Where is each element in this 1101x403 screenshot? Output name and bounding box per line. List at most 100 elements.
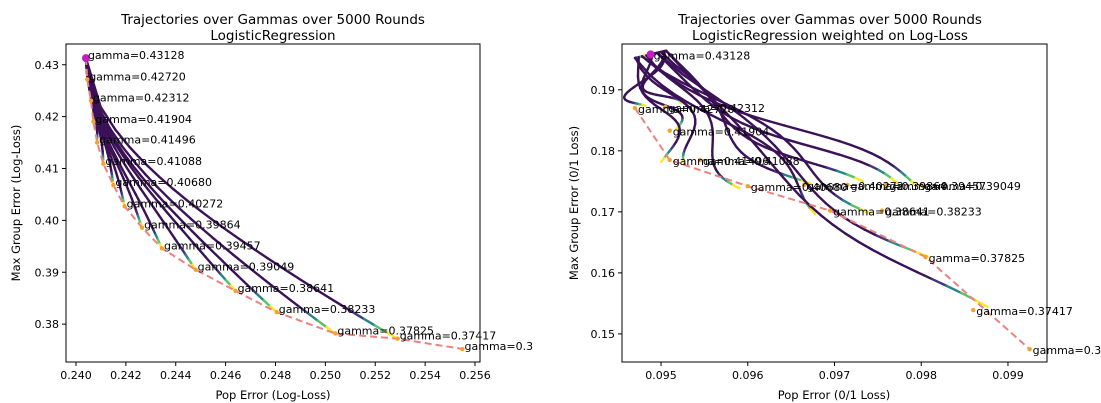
gamma-label: gamma=0.42720 — [89, 70, 186, 83]
gamma-label: gamma=0.39457 — [890, 180, 987, 193]
chart-right-frame — [621, 43, 1048, 363]
x-tick-label: 0.254 — [409, 369, 441, 382]
x-tick-label: 0.095 — [645, 369, 677, 382]
x-tick-label: 0.244 — [160, 369, 192, 382]
gamma-label: gamma=0.39049 — [198, 261, 295, 274]
gamma-label: gamma=0.39049 — [924, 180, 1021, 193]
endpoint-marker — [919, 182, 924, 188]
gamma-label: gamma=0.42720 — [638, 103, 735, 116]
gamma-label: gamma=0.42312 — [93, 92, 190, 105]
y-tick-label: 0.38 — [35, 318, 60, 331]
gamma-label: gamma=0.37417 — [976, 305, 1073, 318]
start-point — [81, 54, 90, 63]
endpoint-marker — [122, 204, 127, 209]
chart-left-annotations: gamma=0.43128 gamma=0.42720 gamma=0.42312 g… — [88, 49, 533, 353]
chart-right-ticks: 0.095 0.096 0.097 0.098 0.099 0.15 0.16 0.17 0.1… — [591, 84, 1024, 382]
endpoint-marker — [395, 336, 400, 341]
gamma-label: gamma=0.3 — [1033, 344, 1101, 357]
gamma-label: gamma=0.40680 — [751, 181, 848, 194]
trajectory — [641, 55, 872, 215]
gamma-label: gamma=0.37825 — [929, 252, 1026, 265]
endpoint-marker — [745, 184, 750, 189]
endpoint-marker — [274, 309, 279, 315]
chart-left-ylabel: Max Group Error (Log-Loss) — [9, 125, 23, 282]
x-tick-label: 0.246 — [210, 369, 242, 382]
y-tick-label: 0.43 — [35, 59, 60, 72]
endpoint-marker — [88, 98, 94, 103]
endpoint-marker — [91, 119, 96, 125]
endpoint-marker — [827, 208, 833, 213]
gamma-label: gamma=0.43128 — [654, 49, 751, 62]
endpoint-marker — [159, 246, 165, 251]
x-tick-label: 0.252 — [360, 369, 392, 382]
endpoint-marker — [801, 182, 807, 188]
gamma-label: gamma=0.40680 — [115, 176, 212, 189]
y-tick-label: 0.40 — [35, 214, 60, 227]
chart-right-title: Trajectories over Gammas over 5000 Round… — [677, 12, 982, 28]
x-tick-label: 0.250 — [310, 369, 342, 382]
chart-left-ticks: 0.240 0.242 0.244 0.246 0.248 0.250 0.252 0.254… — [35, 59, 491, 382]
chart-left-frame — [65, 43, 481, 363]
chart-left-title: Trajectories over Gammas over 5000 Round… — [120, 12, 425, 28]
endpoint-marker — [923, 254, 928, 260]
x-tick-label: 0.248 — [260, 369, 292, 382]
y-tick-label: 0.19 — [591, 84, 616, 97]
gamma-label: gamma=0.38641 — [833, 206, 930, 219]
gamma-label: gamma=0.39864 — [144, 219, 241, 232]
endpoint-marker — [111, 182, 116, 188]
gamma-label: gamma=0.40272 — [807, 180, 904, 193]
gamma-label: gamma=0.38233 — [279, 303, 376, 316]
endpoint-marker — [697, 157, 703, 163]
endpoint-marker — [84, 77, 90, 82]
y-tick-label: 0.39 — [35, 266, 60, 279]
gamma-label: gamma=0.37417 — [400, 330, 497, 343]
endpoint-marker — [333, 331, 338, 336]
y-tick-label: 0.15 — [591, 328, 616, 341]
gamma-label: gamma=0.3 — [465, 340, 534, 353]
endpoint-marker — [845, 182, 850, 188]
gamma-label: gamma=0.41496 — [99, 134, 196, 147]
gamma-label: gamma=0.39864 — [851, 180, 948, 193]
pareto-line — [85, 57, 463, 350]
chart-right: Trajectories over Gammas over 5000 Round… — [567, 12, 1101, 402]
pareto-line — [634, 107, 1031, 350]
trajectory — [84, 56, 278, 314]
gamma-label: gamma=0.39457 — [164, 239, 261, 252]
trajectory — [84, 56, 237, 293]
trajectory — [636, 55, 682, 164]
endpoint-marker — [884, 182, 889, 188]
gamma-label: gamma=0.37825 — [337, 324, 434, 337]
endpoint-marker — [880, 208, 885, 213]
x-tick-label: 0.098 — [905, 369, 937, 382]
gamma-label: gamma=0.38641 — [238, 282, 335, 295]
endpoint-marker — [667, 157, 672, 163]
chart-left-plot-area — [81, 54, 465, 352]
endpoint-marker — [94, 140, 100, 145]
endpoint-marker — [1027, 346, 1032, 352]
gamma-label: gamma=0.40272 — [127, 197, 224, 210]
gamma-label: gamma=0.43128 — [88, 49, 185, 62]
endpoint-marker — [667, 128, 672, 133]
y-tick-label: 0.42 — [35, 111, 60, 124]
trajectory — [645, 54, 741, 190]
chart-right-ylabel: Max Group Error (0/1 Loss) — [567, 126, 581, 280]
chart-right-subtitle: LogisticRegression weighted on Log-Loss — [692, 28, 968, 44]
start-point — [646, 50, 655, 59]
y-tick-label: 0.18 — [591, 145, 616, 158]
x-tick-label: 0.097 — [819, 369, 851, 382]
endpoint-marker — [632, 105, 638, 111]
chart-left-subtitle: LogisticRegression — [210, 28, 335, 44]
endpoint-marker — [193, 267, 198, 272]
chart-right-plot-area — [623, 49, 1032, 352]
gamma-label: gamma=0.38233 — [885, 206, 982, 219]
chart-right-xlabel: Pop Error (0/1 Loss) — [778, 388, 891, 402]
y-tick-label: 0.17 — [591, 206, 616, 219]
x-tick-label: 0.240 — [60, 369, 92, 382]
gamma-label: gamma=0.41904 — [673, 126, 770, 139]
trajectory — [633, 56, 817, 216]
x-tick-label: 0.096 — [732, 369, 764, 382]
gamma-label: gamma=0.41088 — [703, 155, 800, 168]
endpoint-marker — [663, 104, 668, 110]
